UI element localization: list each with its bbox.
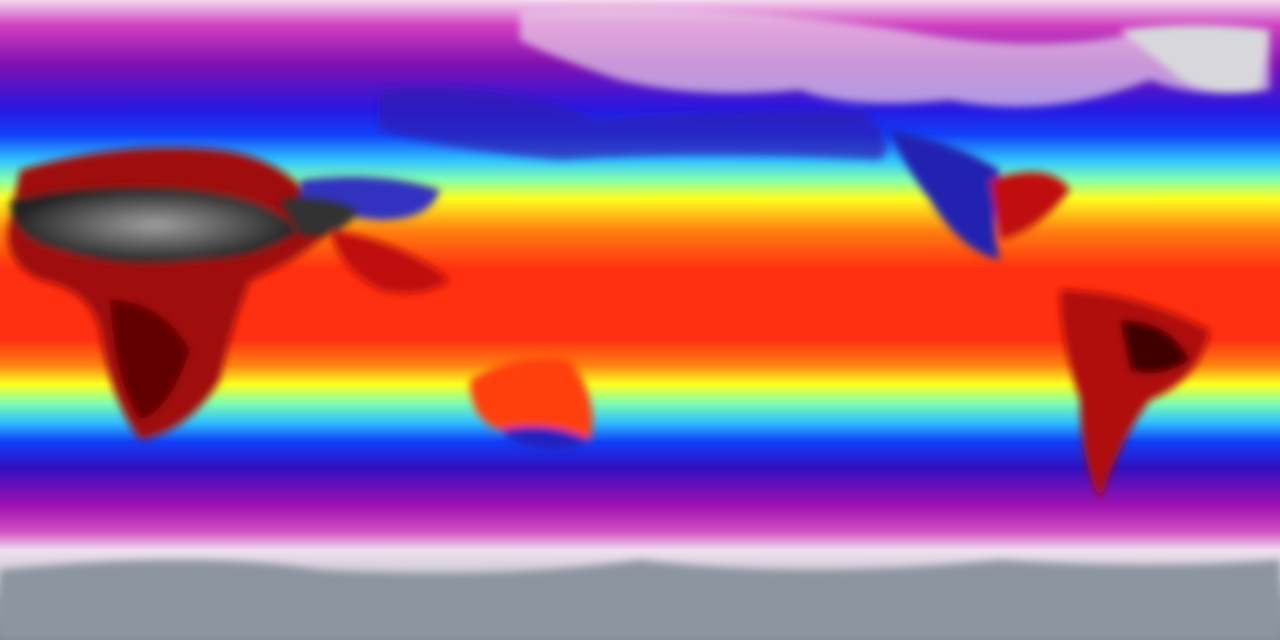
asia — [280, 176, 450, 294]
africa — [8, 147, 330, 440]
north-america — [890, 130, 1070, 260]
antarctica — [0, 560, 1280, 640]
northern-landmass — [380, 7, 1270, 160]
australia — [470, 357, 593, 450]
south-america — [1060, 290, 1210, 500]
